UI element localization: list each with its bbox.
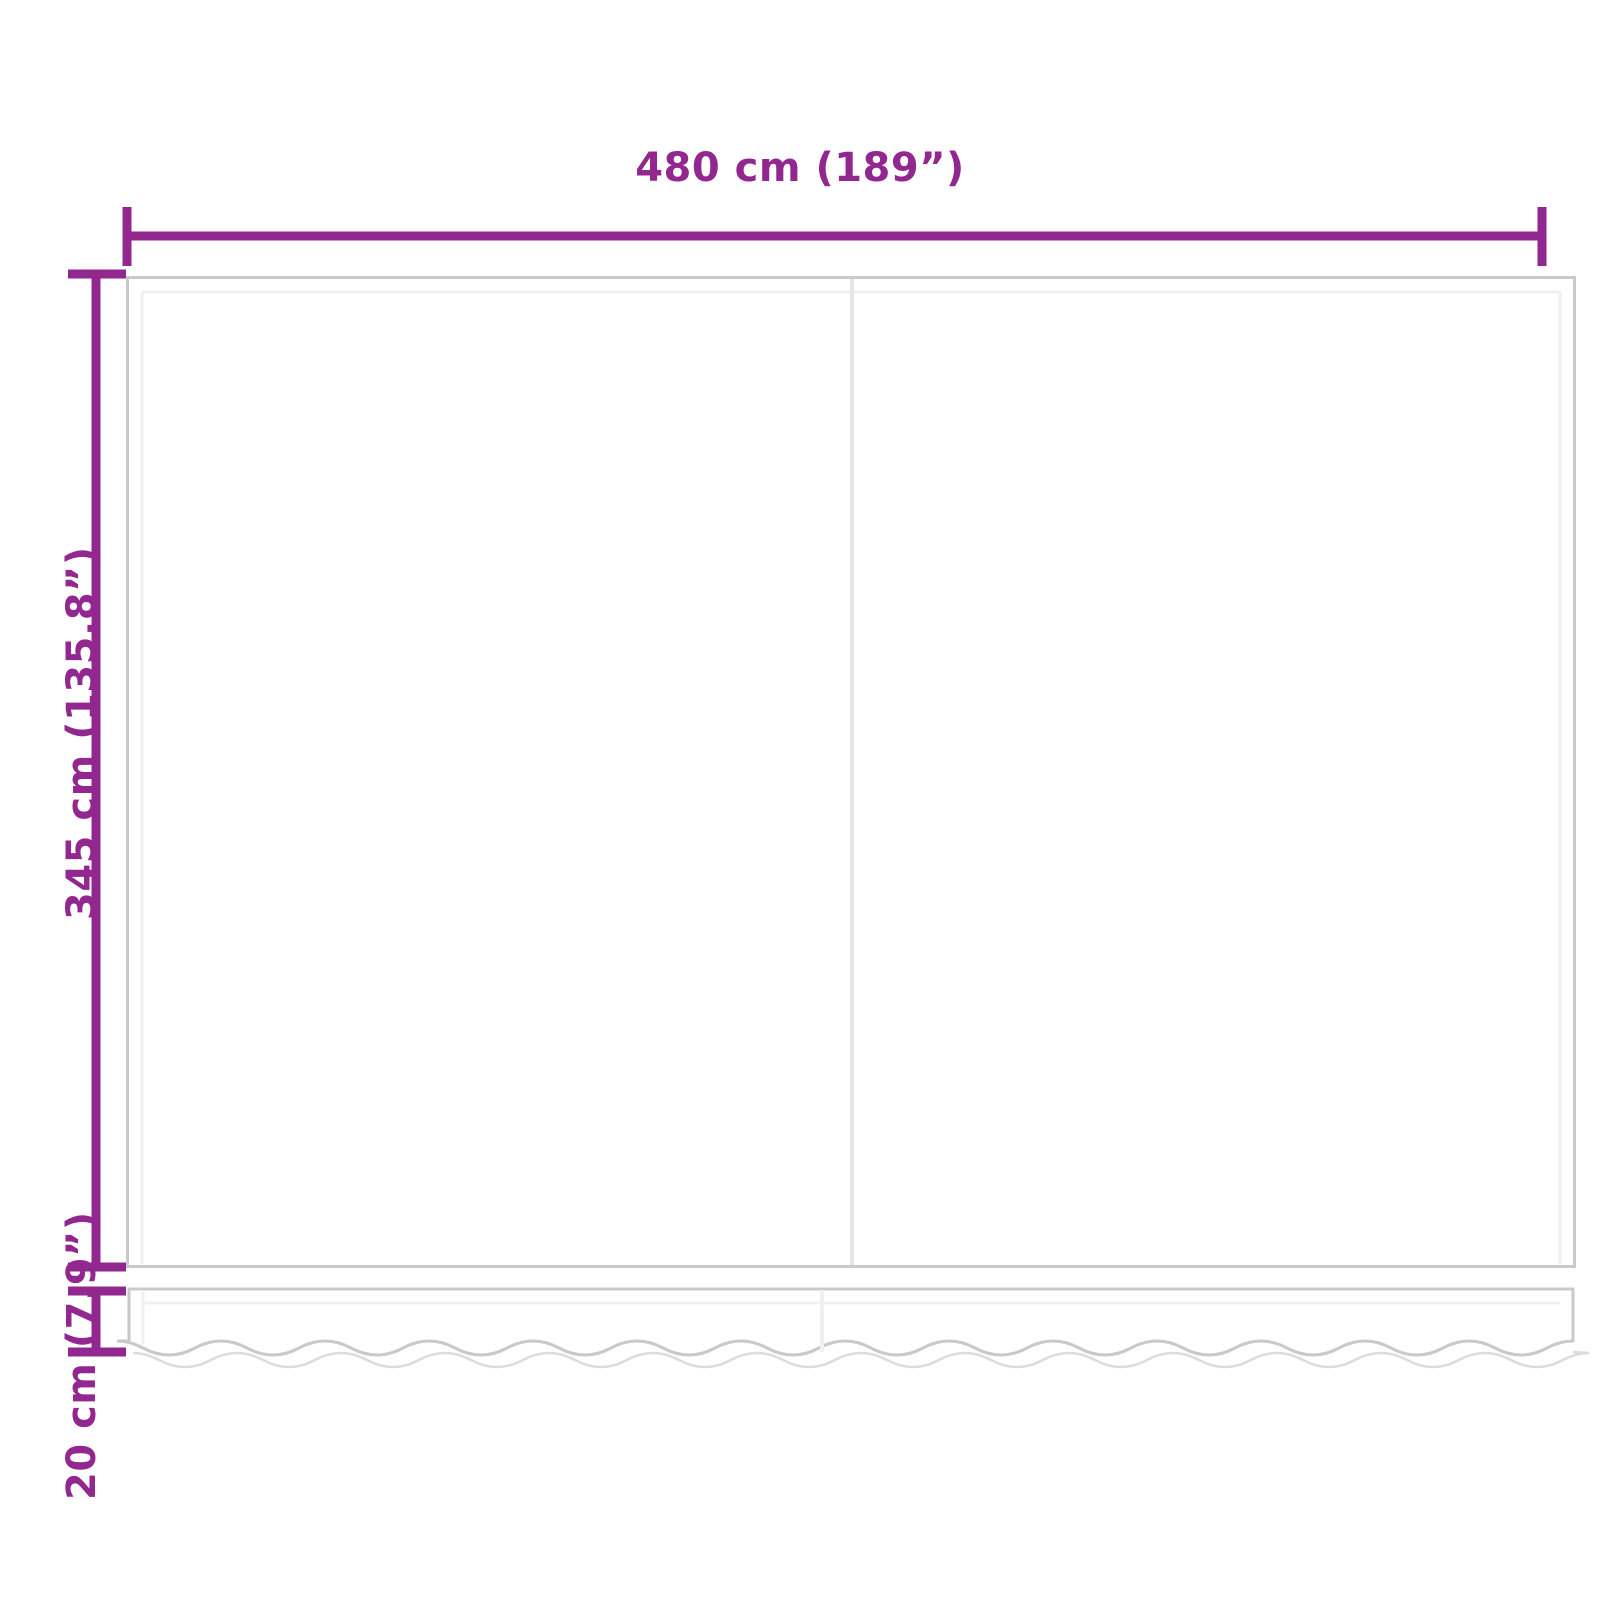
valance-outer-outline xyxy=(116,1287,1575,1357)
awning-valance-group xyxy=(116,1287,1590,1369)
width-dimension-line-group xyxy=(122,207,1547,266)
awning-canopy-group xyxy=(126,276,1576,1268)
height-dimension-label: 345 cm (135.8”) xyxy=(59,546,105,920)
drop-dimension-line-group xyxy=(68,1286,126,1357)
height-dimension-line-group xyxy=(68,269,126,1272)
width-dimension-label: 480 cm (189”) xyxy=(635,145,965,191)
drop-dimension-label: 20 cm (7.9”) xyxy=(59,1211,105,1500)
valance-inner-scallop-line xyxy=(129,1350,1590,1369)
